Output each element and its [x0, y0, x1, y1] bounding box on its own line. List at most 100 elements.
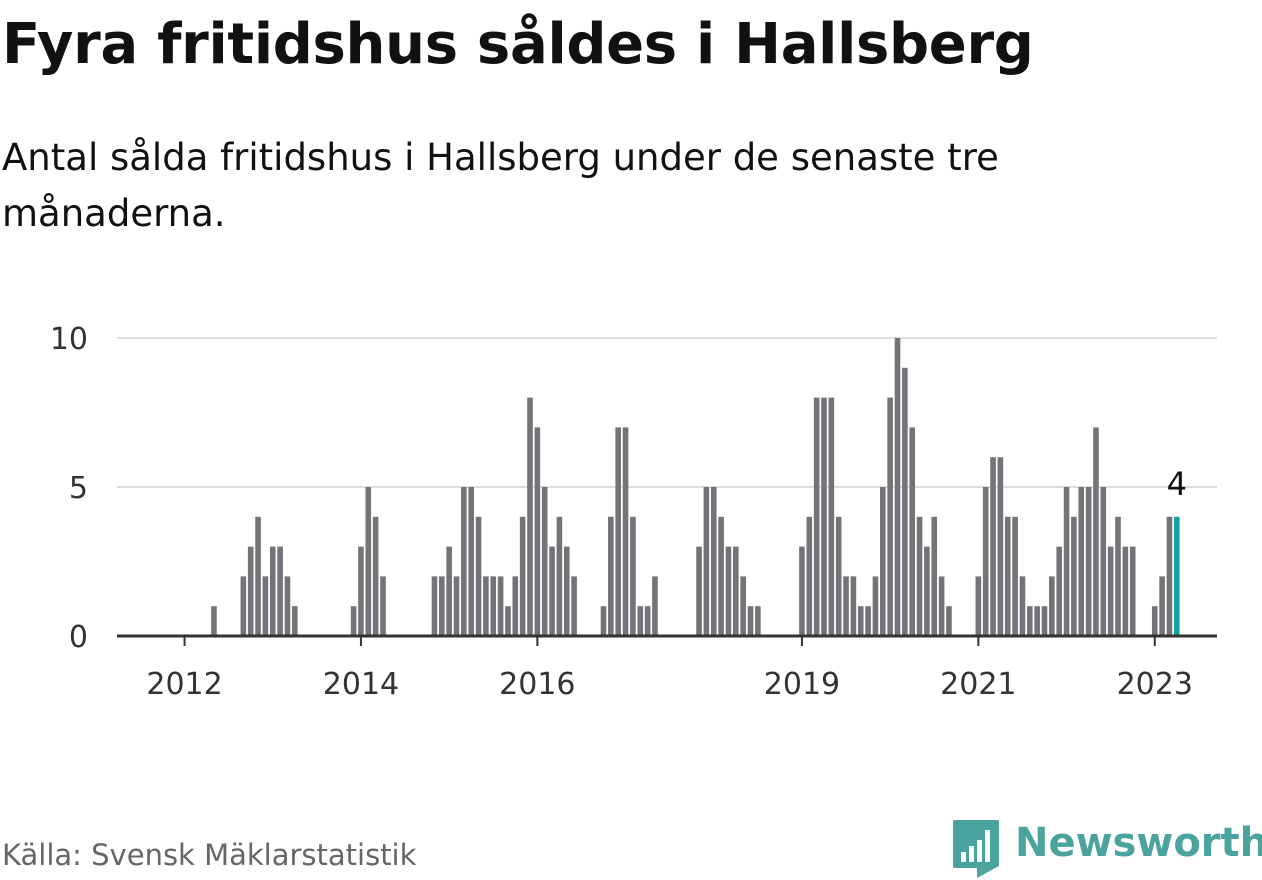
bar-2023-03 [1166, 516, 1173, 636]
bar-2015-06 [483, 576, 489, 636]
chart-subtitle: Antal sålda fritidshus i Hallsberg under… [2, 136, 999, 235]
bar-2017-04 [644, 606, 651, 636]
bar-2012-09 [240, 576, 247, 636]
bar-2019-01 [799, 546, 805, 636]
bar-2020-01 [887, 397, 893, 636]
bar-2015-09 [505, 606, 511, 636]
bar-2022-06 [1100, 487, 1107, 636]
bar-2013-03 [284, 576, 291, 636]
bar-2020-07 [931, 516, 938, 636]
bar-2014-11 [431, 576, 438, 636]
bar-2019-03 [813, 397, 820, 636]
bars [211, 338, 1180, 636]
bar-2020-04 [909, 427, 915, 636]
x-tick-label: 2014 [323, 667, 399, 702]
bar-2021-08 [1027, 606, 1033, 636]
bar-2014-02 [365, 487, 372, 636]
bar-2019-08 [850, 576, 857, 636]
bar-2018-04 [733, 546, 739, 636]
bar-2022-05 [1093, 427, 1099, 636]
bar-2022-03 [1078, 487, 1085, 636]
bar-2015-04 [468, 487, 474, 636]
bar-2018-07 [755, 606, 761, 636]
bar-2012-10 [247, 546, 254, 636]
bar-2018-03 [725, 546, 732, 636]
bar-2019-05 [828, 397, 835, 636]
bar-2021-07 [1019, 576, 1026, 636]
bar-2014-01 [358, 546, 364, 636]
bar-2016-10 [600, 606, 607, 636]
y-tick-label: 5 [69, 471, 88, 506]
bar-2019-06 [835, 516, 842, 636]
bar-2014-12 [439, 576, 445, 636]
bar-2019-12 [880, 487, 886, 636]
bar-2022-10 [1129, 546, 1136, 636]
y-tick-label: 0 [69, 620, 88, 655]
bar-2015-12 [527, 397, 533, 636]
bar-2019-10 [865, 606, 871, 636]
bar-2017-01 [622, 427, 629, 636]
bar-2016-02 [541, 487, 548, 636]
bar-2016-03 [549, 546, 555, 636]
bar-2023-01 [1151, 606, 1158, 636]
x-tick-label: 2021 [940, 667, 1016, 702]
x-tick-label: 2012 [146, 667, 222, 702]
bar-2018-02 [718, 516, 724, 636]
bar-2021-11 [1049, 576, 1055, 636]
bar-2020-09 [946, 606, 952, 636]
y-tick-label: 10 [50, 322, 88, 357]
bar-2013-04 [292, 606, 298, 636]
newsworthy-logo: Newsworthy [951, 818, 1262, 880]
bar-2012-05 [211, 606, 217, 636]
bar-2014-03 [372, 516, 379, 636]
bar-2018-06 [747, 606, 754, 636]
bar-2017-03 [637, 606, 644, 636]
bar-2022-01 [1063, 487, 1070, 636]
bar-2015-08 [497, 576, 504, 636]
bar-2020-05 [916, 516, 923, 636]
bar-2021-06 [1012, 516, 1018, 636]
bar-2022-08 [1115, 516, 1121, 636]
bar-2021-03 [990, 457, 996, 636]
bar-2021-09 [1034, 606, 1040, 636]
bar-2017-11 [696, 546, 702, 636]
bar-2016-12 [615, 427, 621, 636]
bar-highlight-2023-04 [1174, 516, 1180, 636]
bar-2021-12 [1056, 546, 1062, 636]
data-labels: 4 [1167, 465, 1187, 503]
bar-2019-02 [806, 516, 813, 636]
bar-2018-05 [740, 576, 746, 636]
bar-2016-05 [563, 546, 570, 636]
bar-2020-06 [924, 546, 930, 636]
bar-2015-11 [519, 516, 526, 636]
bar-2019-07 [843, 576, 849, 636]
bar-2017-05 [652, 576, 658, 636]
bar-2021-10 [1041, 606, 1048, 636]
bar-2019-04 [821, 397, 827, 636]
bar-2022-07 [1107, 546, 1114, 636]
bar-2021-02 [982, 487, 989, 636]
bar-2015-01 [446, 546, 452, 636]
bar-2013-12 [350, 606, 357, 636]
bar-2021-05 [1004, 516, 1011, 636]
bar-2012-11 [255, 516, 261, 636]
bar-2023-02 [1159, 576, 1165, 636]
bar-2021-01 [975, 576, 982, 636]
bar-2016-06 [571, 576, 577, 636]
bar-2013-01 [269, 546, 276, 636]
bar-2015-03 [461, 487, 467, 636]
bar-2017-12 [703, 487, 710, 636]
bar-2020-03 [902, 367, 908, 636]
bar-2019-11 [872, 576, 879, 636]
brand-name: Newsworthy [1015, 820, 1262, 866]
bar-2018-01 [710, 487, 717, 636]
bar-2016-04 [556, 516, 563, 636]
bar-2020-08 [938, 576, 945, 636]
bar-2017-02 [630, 516, 636, 636]
bar-2014-04 [380, 576, 386, 636]
y-axis-ticks: 0 5 10 [50, 322, 88, 655]
bar-2015-07 [490, 576, 497, 636]
bar-2016-11 [608, 516, 614, 636]
bar-2022-09 [1122, 546, 1129, 636]
